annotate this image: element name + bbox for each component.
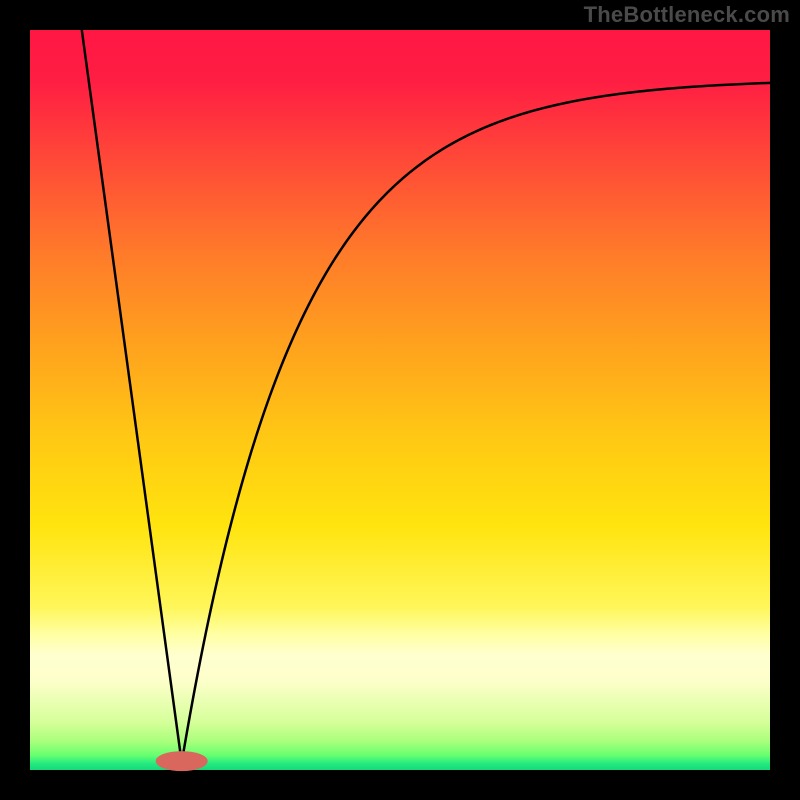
plot-area xyxy=(30,30,770,770)
bottleneck-chart xyxy=(0,0,800,800)
chart-container: TheBottleneck.com xyxy=(0,0,800,800)
watermark-text: TheBottleneck.com xyxy=(584,2,790,28)
optimal-marker xyxy=(156,751,208,771)
